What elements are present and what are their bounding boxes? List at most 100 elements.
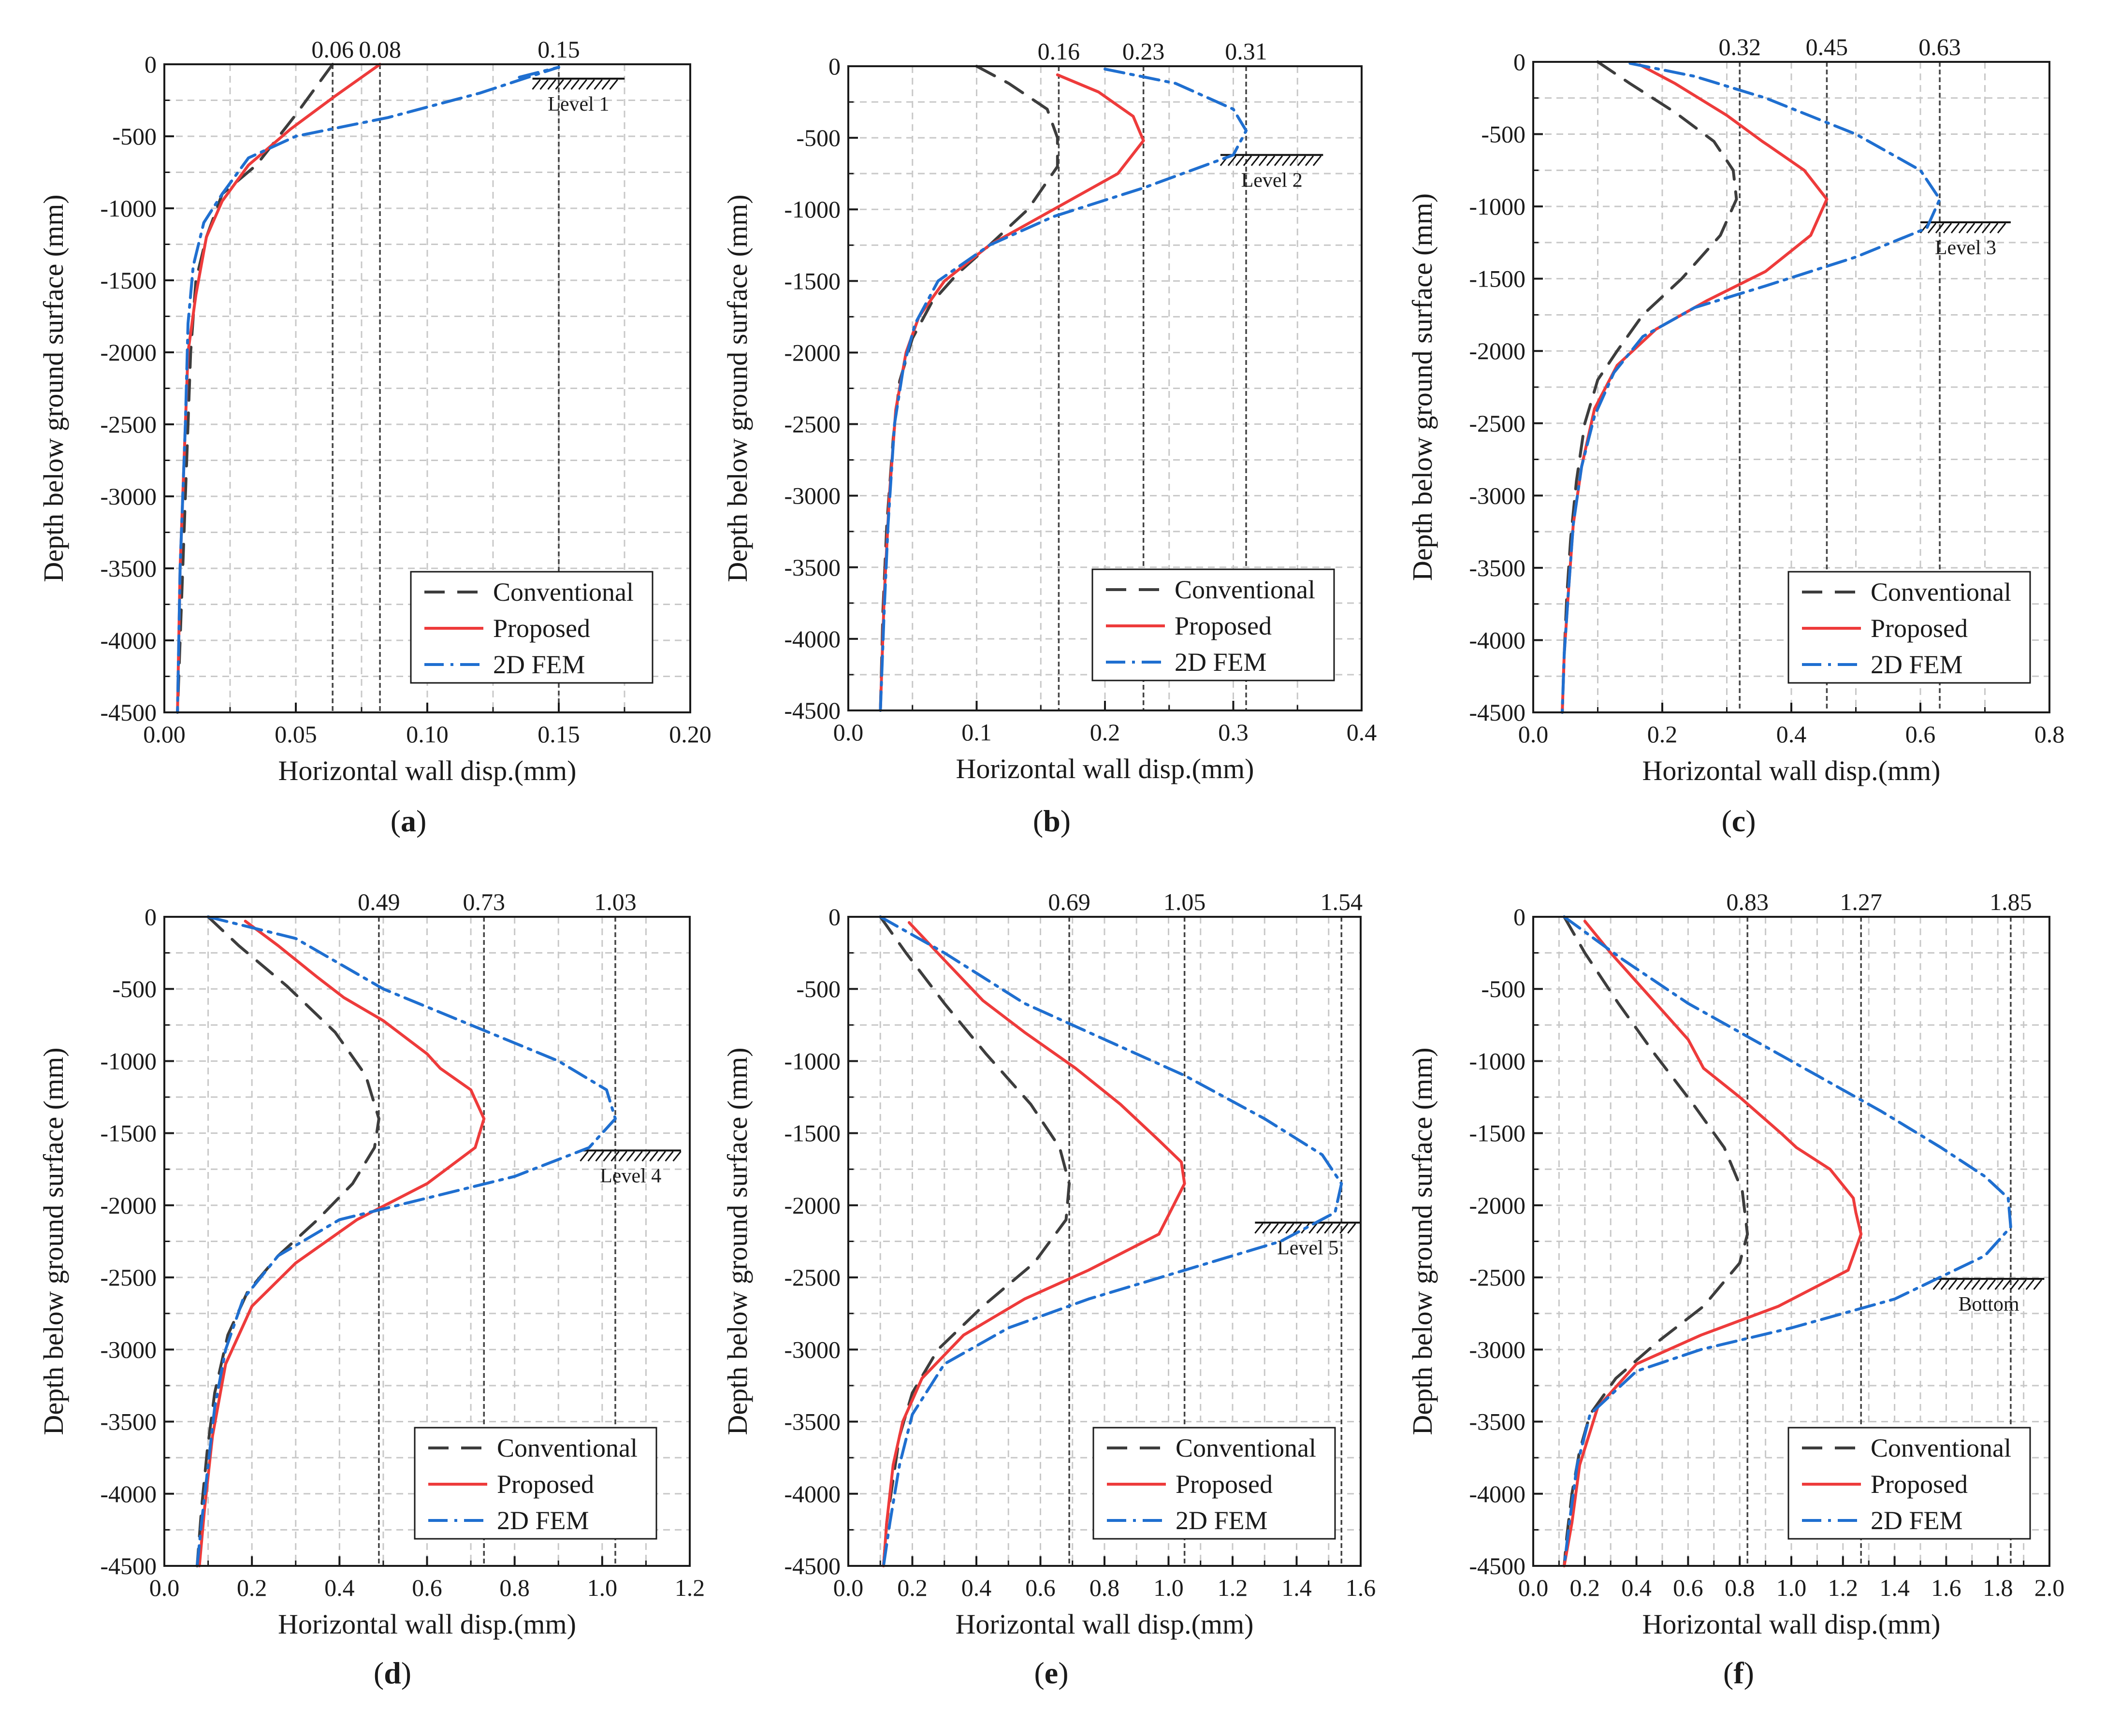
chart-panel: 0.49 0.73 1.03 Level 4 0.0 0.2 0.4 0.6 0.8 1.0 1.2… (38, 888, 705, 1690)
legend-label-conventional: Conventional (497, 1433, 638, 1462)
reference-line-label: 0.83 (1726, 888, 1769, 915)
x-tick-label: 0.0 (149, 1574, 180, 1601)
reference-line-label: 1.05 (1163, 888, 1206, 915)
panel-label: (c) (1721, 804, 1756, 838)
x-tick-label: 0.0 (833, 719, 864, 746)
level-marker-hatch (1943, 223, 1952, 233)
series-proposed-line (882, 921, 1186, 1567)
level-marker-hatch (1974, 223, 1983, 233)
x-tick-label: 0.0 (1518, 1574, 1549, 1601)
x-tick-label: 0.2 (897, 1574, 928, 1601)
panel-label: (b) (1033, 804, 1071, 838)
x-tick-label: 1.2 (1218, 1574, 1248, 1601)
y-tick-label: -1500 (1469, 265, 1525, 292)
y-tick-label: -4000 (784, 1480, 841, 1507)
level-marker-hatch (1243, 155, 1252, 166)
level-marker-label: Bottom (1958, 1293, 2019, 1316)
y-tick-label: -3000 (100, 483, 157, 510)
y-tick-label: -4500 (1469, 699, 1525, 726)
level-marker-hatch (1289, 155, 1299, 166)
legend-label-conventional: Conventional (493, 578, 634, 607)
series-fem-line (1563, 915, 2012, 1567)
level-marker-hatch (587, 1151, 596, 1162)
level-marker-hatch (626, 1151, 635, 1162)
level-marker-hatch (1989, 223, 1999, 233)
x-tick-label: 0.2 (237, 1574, 267, 1601)
x-tick-label: 1.6 (1346, 1574, 1376, 1601)
level-marker-hatch (2010, 1279, 2019, 1290)
level-marker-hatch (1297, 155, 1307, 166)
legend-label-fem: 2D FEM (1871, 1506, 1963, 1535)
level-marker-hatch (1987, 1279, 1996, 1290)
y-tick-label: -2500 (100, 411, 157, 438)
legend-label-proposed: Proposed (1871, 614, 1968, 643)
legend-label-conventional: Conventional (1871, 1433, 2011, 1462)
panel-label-paren-close: ) (1060, 804, 1071, 838)
level-marker-hatch (1258, 155, 1268, 166)
x-tick-label: 0.4 (1347, 719, 1377, 746)
level-marker-hatch (1997, 223, 2006, 233)
level-marker-hatch (657, 1151, 666, 1162)
level-marker-hatch (1339, 1223, 1349, 1234)
x-tick-label: 0.15 (537, 721, 580, 748)
x-tick-label: 1.8 (1983, 1574, 2013, 1601)
series-proposed-line (176, 63, 382, 714)
level-marker-hatch (1971, 1279, 1980, 1290)
panel-label-paren-close: ) (401, 1656, 411, 1690)
x-axis-title: Horizontal wall disp.(mm) (1642, 1608, 1941, 1640)
level-marker-hatch (1254, 1223, 1264, 1234)
level-marker-hatch (1324, 1223, 1333, 1234)
reference-line-label: 0.69 (1048, 888, 1090, 915)
level-marker-hatch (570, 79, 580, 90)
series-fem-line (879, 67, 1248, 712)
level-marker-label: Level 5 (1277, 1237, 1338, 1259)
panel-label: (d) (374, 1656, 411, 1690)
y-tick-label: -4500 (784, 1552, 841, 1579)
y-tick-label: -4000 (1469, 626, 1525, 653)
y-tick-label: -2500 (784, 411, 841, 438)
series-conventional-line (195, 915, 380, 1567)
x-tick-label: 1.4 (1281, 1574, 1312, 1601)
level-marker-hatch (1950, 223, 1960, 233)
y-tick-label: -2500 (1469, 1264, 1525, 1291)
reference-line-label: 0.08 (359, 36, 401, 63)
level-marker-hatch (641, 1151, 651, 1162)
legend-label-conventional: Conventional (1871, 578, 2011, 607)
y-tick-label: -3500 (100, 555, 157, 582)
panel-label-paren-close: ) (416, 804, 426, 838)
series-fem-line (195, 915, 617, 1567)
level-marker-label: Level 4 (600, 1165, 661, 1187)
level-marker-hatch (665, 1151, 674, 1162)
y-tick-label: -3500 (1469, 554, 1525, 581)
y-tick-label: -3500 (100, 1408, 157, 1435)
panel-label-paren-close: ) (1058, 1656, 1068, 1690)
level-marker-hatch (1332, 1223, 1341, 1234)
legend-label-fem: 2D FEM (497, 1506, 589, 1535)
x-tick-label: 0.00 (143, 721, 186, 748)
y-tick-label: -4500 (784, 697, 841, 724)
x-axis-title: Horizontal wall disp.(mm) (278, 755, 577, 786)
panel-label-paren-open: ( (1034, 1656, 1044, 1690)
y-tick-label: -500 (796, 975, 841, 1002)
level-marker-hatch (601, 79, 610, 90)
legend-label-fem: 2D FEM (1871, 650, 1963, 679)
y-tick-label: -2500 (100, 1264, 157, 1291)
level-marker-hatch (1266, 155, 1276, 166)
legend-label-fem: 2D FEM (1175, 648, 1267, 677)
level-marker-hatch (1262, 1223, 1271, 1234)
panel-label-letter: a (401, 804, 416, 838)
y-tick-label: -1000 (1469, 193, 1525, 220)
x-tick-label: 1.2 (675, 1574, 705, 1601)
y-tick-label: -3000 (1469, 1336, 1525, 1363)
y-tick-label: -2000 (1469, 337, 1525, 364)
y-tick-label: -4000 (100, 627, 157, 654)
y-tick-label: -3000 (784, 482, 841, 509)
y-tick-label: -2500 (784, 1264, 841, 1291)
x-axis-title: Horizontal wall disp.(mm) (956, 753, 1254, 784)
x-tick-label: 0.4 (961, 1574, 992, 1601)
level-marker-hatch (649, 1151, 658, 1162)
reference-line-label: 0.16 (1038, 38, 1080, 65)
panel-label-paren-open: ( (391, 804, 401, 838)
level-marker-hatch (610, 1151, 620, 1162)
x-tick-label: 0.0 (833, 1574, 864, 1601)
